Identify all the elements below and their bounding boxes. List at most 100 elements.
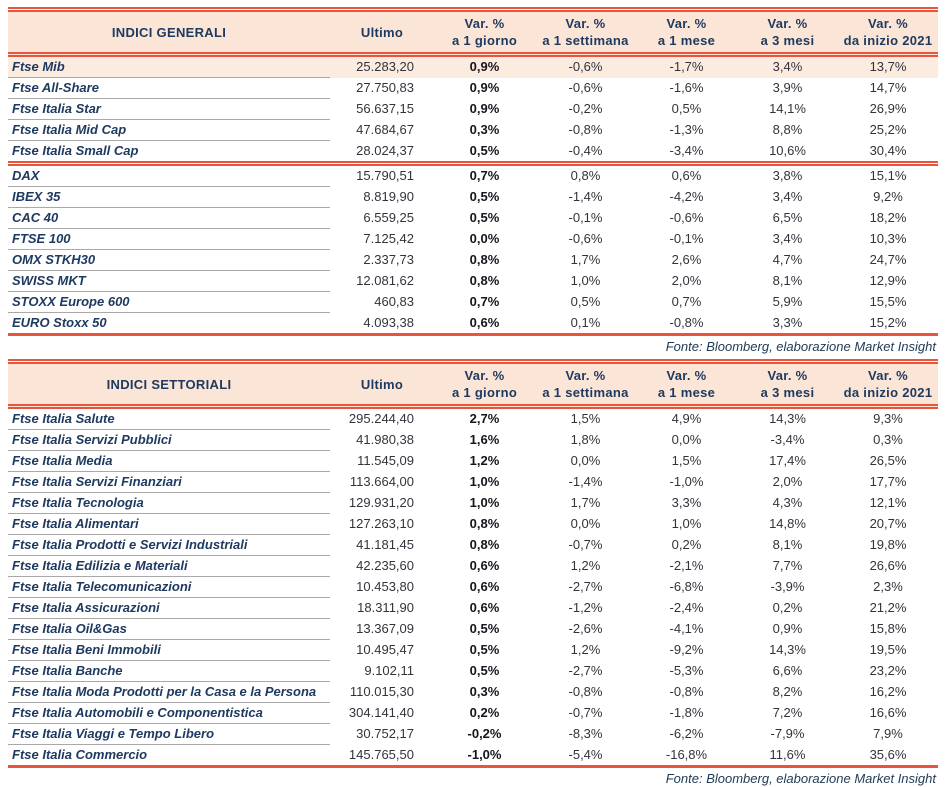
- column-header-line1: Var. %: [867, 16, 909, 31]
- var-value: 14,1%: [769, 101, 806, 116]
- ultimo-value: 295.244,40: [348, 411, 414, 427]
- index-label: Ftse Italia Servizi Pubblici: [8, 429, 330, 451]
- var-value: 1,0%: [469, 495, 500, 510]
- var-value: 0,9%: [434, 54, 535, 78]
- indici-generali-table: INDICI GENERALI Ultimo Var. % a 1 giorno…: [8, 7, 938, 336]
- var-value: -0,8%: [669, 314, 704, 330]
- index-label: Ftse Italia Automobili e Componentistica: [8, 702, 330, 724]
- table-row: DAX 15.790,51 0,7% 0,8% 0,6% 3,8% 15,1%: [8, 161, 938, 187]
- var-value: 12,1%: [869, 495, 907, 510]
- index-label: IBEX 35: [8, 186, 330, 208]
- column-header-var-1-mese: Var. % a 1 mese: [636, 361, 737, 409]
- var-value: 4,7%: [772, 252, 803, 267]
- index-label: STOXX Europe 600: [8, 291, 330, 313]
- var-value: 6,5%: [772, 210, 803, 225]
- table-row: Ftse Italia Alimentari 127.263,10 0,8% 0,0%…: [8, 513, 938, 535]
- var-value: 0,5%: [570, 294, 601, 309]
- var-value: 24,7%: [869, 252, 907, 267]
- ultimo-value: 110.015,30: [349, 684, 414, 699]
- ultimo-value: 27.750,83: [356, 80, 414, 95]
- index-label: Ftse Italia Small Cap: [12, 143, 139, 158]
- column-header-var-da-inizio-2021: Var. % da inizio 2021: [838, 361, 938, 409]
- var-value: 0,1%: [570, 314, 601, 330]
- var-value: 0,9%: [772, 621, 803, 636]
- ultimo-value: 15.790,51: [330, 161, 434, 187]
- var-value: 2,7%: [469, 411, 500, 427]
- var-value: -0,7%: [568, 537, 603, 552]
- table-row: Ftse Italia Viaggi e Tempo Libero 30.752,…: [8, 723, 938, 745]
- table-row: Ftse Italia Salute 295.244,40 2,7% 1,5% 4,9%…: [8, 406, 938, 430]
- index-label: Ftse All-Share: [8, 77, 330, 99]
- var-value: 17,7%: [869, 474, 907, 489]
- index-label: Ftse Italia Alimentari: [8, 513, 330, 535]
- index-label: Ftse Italia Media: [8, 450, 330, 472]
- ultimo-value: 6.559,25: [363, 210, 414, 225]
- var-value: 8,1%: [772, 273, 803, 288]
- column-header-line1: Var. %: [666, 16, 707, 31]
- var-value: 0,8%: [535, 161, 636, 187]
- ultimo-value: 13.367,09: [356, 621, 414, 636]
- ultimo-value: 25.283,20: [330, 54, 434, 78]
- var-value: 23,2%: [869, 663, 907, 678]
- ultimo-value: 11.545,09: [357, 453, 414, 468]
- var-value: 1,2%: [469, 453, 500, 468]
- var-value: 1,0%: [570, 273, 601, 288]
- var-value: 0,5%: [469, 142, 500, 158]
- var-value: -0,6%: [568, 80, 603, 95]
- var-value: 26,9%: [869, 101, 907, 116]
- table-row: CAC 40 6.559,25 0,5% -0,1% -0,6% 6,5% 18,2%: [8, 207, 938, 229]
- table-row: Ftse Italia Moda Prodotti per la Casa e …: [8, 681, 938, 703]
- column-header-line2: a 1 settimana: [542, 33, 629, 48]
- column-header-var-1-mese: Var. % a 1 mese: [636, 9, 737, 57]
- column-header-line1: Var. %: [666, 368, 707, 383]
- var-value: 4,3%: [772, 495, 803, 510]
- var-value: 4,9%: [671, 411, 702, 427]
- var-value: 0,5%: [671, 101, 702, 116]
- var-value: 21,2%: [869, 600, 907, 615]
- var-value: 3,9%: [772, 80, 803, 95]
- table-row: Ftse Mib 25.283,20 0,9% -0,6% -1,7% 3,4% 13,7%: [8, 54, 938, 78]
- indici-settoriali-table: INDICI SETTORIALI Ultimo Var. % a 1 gior…: [8, 359, 938, 768]
- var-value: -4,1%: [669, 621, 704, 636]
- var-value: -2,7%: [568, 663, 603, 678]
- table-row: Ftse All-Share 27.750,83 0,9% -0,6% -1,6% 3,9…: [8, 77, 938, 99]
- var-value: -5,4%: [568, 746, 603, 762]
- ultimo-value: 41.181,45: [356, 537, 414, 552]
- column-header-var-1-settimana: Var. % a 1 settimana: [535, 361, 636, 409]
- var-value: -4,2%: [669, 189, 704, 204]
- table-row: Ftse Italia Oil&Gas 13.367,09 0,5% -2,6% -4,…: [8, 618, 938, 640]
- ultimo-value: 41.980,38: [356, 432, 414, 447]
- table-row: IBEX 35 8.819,90 0,5% -1,4% -4,2% 3,4% 9,2%: [8, 186, 938, 208]
- column-header-line2: a 1 giorno: [451, 385, 518, 400]
- var-value: 3,3%: [671, 495, 702, 510]
- table-row: Ftse Italia Prodotti e Servizi Industria…: [8, 534, 938, 556]
- index-label: Ftse Italia Tecnologia: [8, 492, 330, 514]
- column-header-line2: a 1 giorno: [451, 33, 518, 48]
- var-value: 2,6%: [671, 252, 702, 267]
- var-value: 1,8%: [570, 432, 601, 447]
- table-row: Ftse Italia Banche 9.102,11 0,5% -2,7% -5,3%…: [8, 660, 938, 682]
- var-value: -1,0%: [669, 474, 704, 489]
- var-value: 35,6%: [869, 746, 907, 762]
- ultimo-value: 30.752,17: [356, 726, 414, 741]
- var-value: 0,0%: [570, 453, 601, 468]
- index-label: Ftse Mib: [8, 54, 330, 78]
- table-title: INDICI GENERALI: [8, 9, 330, 57]
- var-value: 0,2%: [469, 705, 500, 720]
- ultimo-value: 113.664,00: [349, 474, 414, 489]
- var-value: 16,6%: [869, 705, 907, 720]
- var-value: 0,8%: [469, 537, 500, 552]
- column-header-ultimo: Ultimo: [330, 9, 434, 57]
- var-value: 0,5%: [469, 663, 500, 678]
- var-value: 7,2%: [772, 705, 803, 720]
- var-value: -2,6%: [568, 621, 603, 636]
- var-value: 0,7%: [671, 294, 702, 309]
- var-value: -8,3%: [568, 726, 603, 741]
- var-value: -0,4%: [568, 142, 603, 158]
- var-value: 18,2%: [869, 210, 907, 225]
- var-value: 13,7%: [838, 54, 938, 78]
- column-header-line2: a 3 mesi: [760, 33, 815, 48]
- var-value: 0,0%: [671, 432, 702, 447]
- ultimo-value: 28.024,37: [356, 142, 414, 158]
